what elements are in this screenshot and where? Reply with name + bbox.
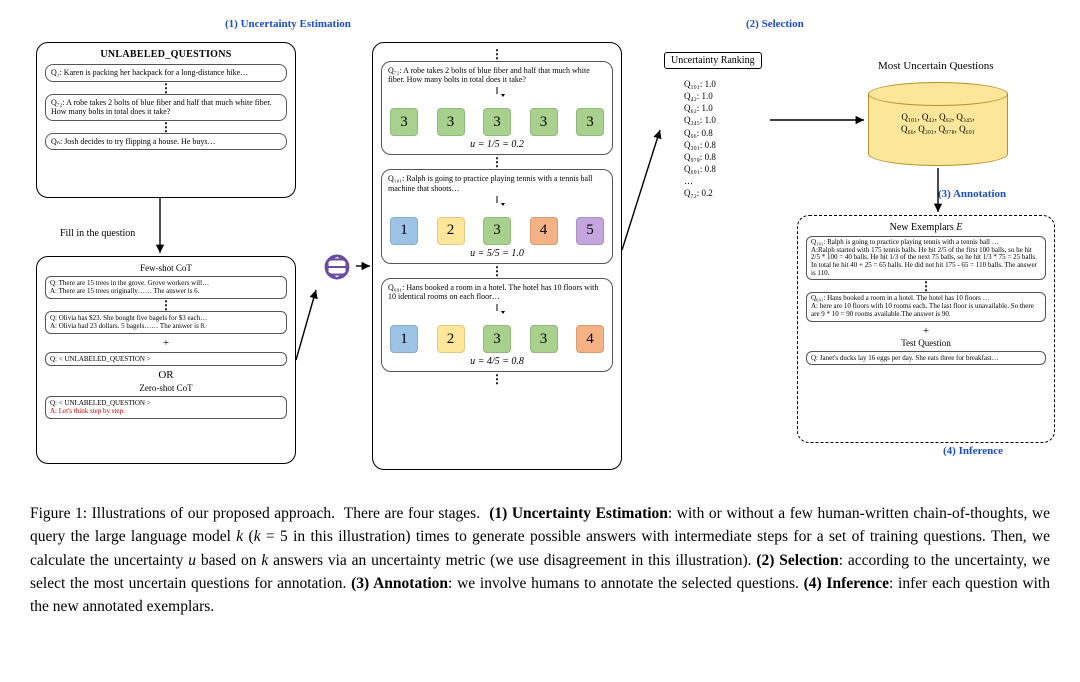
cylinder-title: Most Uncertain Questions [878, 60, 993, 72]
answer-box: 5 [576, 217, 604, 245]
vdots-icon: ⋮ [381, 376, 613, 382]
u-eq-1: u = 1/5 = 0.2 [388, 139, 606, 150]
answer-box: 3 [483, 217, 511, 245]
fewshot-ex2: Q: Olivia has $23. She bought five bagel… [45, 311, 287, 334]
uncertainty-panel: ⋮ Q₇₂: A robe takes 2 bolts of blue fibe… [372, 42, 622, 470]
ranking-list: Q₁₀₁: 1.0Q₄₂: 1.0Q₆₂: 1.0Q₃₄₅: 1.0Q₆₆: 0… [684, 78, 716, 199]
vdots-icon: ⋮ [381, 51, 613, 57]
u-eq-3: u = 4/5 = 0.8 [388, 356, 606, 367]
mid-q72: Q₇₂: A robe takes 2 bolts of blue fiber … [388, 66, 606, 84]
unlabeled-slot: Q: < UNLABELED_QUESTION > [45, 352, 287, 366]
stage-2-label: (2) Selection [746, 18, 804, 30]
vdots-icon: ⋮ [45, 302, 287, 308]
exemplars-panel: New Exemplars E Q₁₀₁: Ralph is going to … [797, 215, 1055, 443]
fewshot-ex1: Q: There are 15 trees in the grove. Grov… [45, 276, 287, 299]
pipeline-diagram: (1) Uncertainty Estimation (2) Selection… [0, 0, 1080, 492]
u-eq-2: u = 5/5 = 1.0 [388, 248, 606, 259]
zeroshot-slot: Q: < UNLABELED_QUESTION > A: Let's think… [45, 396, 287, 419]
ranking-item: Q₁₀₁: 1.0 [684, 78, 716, 90]
ranking-item: Q₇₂: 0.2 [684, 187, 716, 199]
down-arrow-icon [388, 304, 606, 314]
answer-box: 1 [390, 325, 418, 353]
down-arrow-icon [388, 87, 606, 97]
answer-box: 2 [437, 325, 465, 353]
vdots-icon: ⋮ [45, 85, 287, 91]
mid-block-q691: Q₆₉₁: Hans booked a room in a hotel. The… [381, 278, 613, 372]
zeroshot-label: Zero-shot CoT [45, 383, 287, 393]
answer-row-2: 12345 [390, 217, 604, 245]
q72: Q₇₂: A robe takes 2 bolts of blue fiber … [45, 94, 287, 121]
answer-box: 3 [390, 108, 418, 136]
openai-icon [318, 248, 356, 286]
fill-label: Fill in the question [60, 228, 135, 239]
mid-q691: Q₆₉₁: Hans booked a room in a hotel. The… [388, 283, 606, 301]
answer-row-3: 12334 [390, 325, 604, 353]
exemplar-691: Q₆₉₁: Hans booked a room in a hotel. The… [806, 292, 1046, 321]
answer-box: 1 [390, 217, 418, 245]
answer-box: 3 [576, 108, 604, 136]
vdots-icon: ⋮ [381, 268, 613, 274]
answer-row-1: 33333 [390, 108, 604, 136]
answer-box: 4 [530, 217, 558, 245]
test-q-label: Test Question [806, 338, 1046, 348]
cot-panel: Few-shot CoT Q: There are 15 trees in th… [36, 256, 296, 464]
ranking-item: Q₆₆: 0.8 [684, 127, 716, 139]
qn: Qₙ: Josh decides to try flipping a house… [45, 133, 287, 151]
ranking-item: Q₆₉₁: 0.8 [684, 163, 716, 175]
answer-box: 3 [483, 325, 511, 353]
exemplars-title: New Exemplars E [806, 222, 1046, 233]
stage-1-label: (1) Uncertainty Estimation [225, 18, 351, 30]
exemplar-101: Q₁₀₁: Ralph is going to practice playing… [806, 236, 1046, 280]
vdots-icon: ⋮ [381, 159, 613, 165]
ranking-item: Q₉₇₈: 0.8 [684, 151, 716, 163]
ranking-item: Q₆₂: 1.0 [684, 102, 716, 114]
vdots-icon: ⋮ [45, 124, 287, 130]
mid-block-q72: Q₇₂: A robe takes 2 bolts of blue fiber … [381, 61, 613, 155]
vdots-icon: ⋮ [806, 283, 1046, 289]
ranking-item: Q₃₄₅: 1.0 [684, 114, 716, 126]
down-arrow-icon [388, 196, 606, 206]
answer-box: 3 [483, 108, 511, 136]
answer-box: 2 [437, 217, 465, 245]
ranking-item: Q₃₀₁: 0.8 [684, 139, 716, 151]
q1: Q₁: Karen is packing her backpack for a … [45, 64, 287, 82]
mid-q101: Q₁₀₁: Ralph is going to practice playing… [388, 174, 606, 192]
unlabeled-questions-panel: UNLABELED_QUESTIONS Q₁: Karen is packing… [36, 42, 296, 198]
unlabeled-title: UNLABELED_QUESTIONS [45, 49, 287, 60]
plus-sign: + [45, 337, 287, 349]
answer-box: 3 [530, 325, 558, 353]
answer-box: 3 [530, 108, 558, 136]
fewshot-label: Few-shot CoT [45, 263, 287, 273]
stage-4-label: (4) Inference [943, 445, 1003, 457]
ranking-item: Q₄₂: 1.0 [684, 90, 716, 102]
figure-caption: Figure 1: Illustrations of our proposed … [30, 502, 1050, 618]
plus-sign: + [806, 325, 1046, 337]
zs-a: A: Let's think step by step. [50, 407, 125, 415]
answer-box: 4 [576, 325, 604, 353]
ranking-item: … [684, 175, 716, 187]
answer-box: 3 [437, 108, 465, 136]
zs-q: Q: < UNLABELED_QUESTION > [50, 399, 151, 407]
cylinder-content: Q₁₀₁, Q₄₂, Q₆₂, Q₃₄₅, Q₆₆, Q₃₀₁, Q₉₇₈, Q… [895, 112, 981, 135]
mid-block-q101: Q₁₀₁: Ralph is going to practice playing… [381, 169, 613, 263]
or-label: OR [45, 369, 287, 381]
ranking-title: Uncertainty Ranking [664, 52, 762, 69]
test-question: Q: Janet's ducks lay 16 eggs per day. Sh… [806, 351, 1046, 365]
stage-3-label: (3) Annotation [938, 188, 1006, 200]
